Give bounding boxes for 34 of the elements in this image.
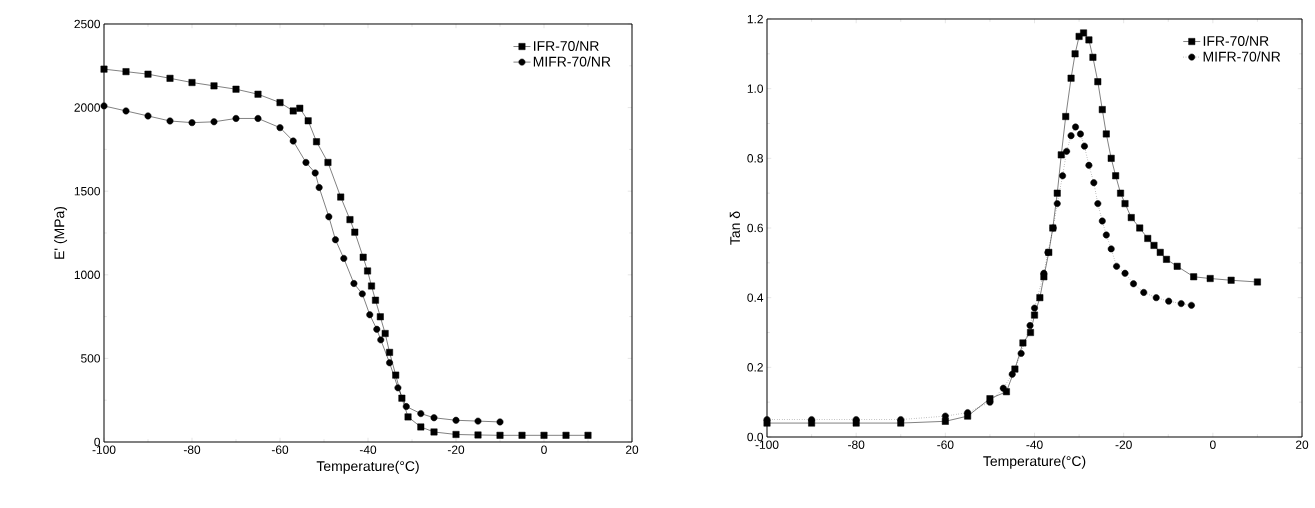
x-tick-label: -60 xyxy=(937,440,954,449)
y-tick-label: 0.4 xyxy=(747,293,764,302)
x-tick-label: 20 xyxy=(625,445,639,454)
legend-label: IFR-70/NR xyxy=(534,40,599,51)
x-tick-label: -20 xyxy=(1115,440,1132,449)
y-axis-title: E' (MPa) xyxy=(54,206,68,259)
legend-label: MIFR-70/NR xyxy=(533,56,611,67)
y-axis-title: Tan δ xyxy=(729,211,741,245)
x-axis-title: Temperature(°C) xyxy=(983,455,1086,469)
x-tick-label: -40 xyxy=(1026,440,1043,449)
x-tick-label: -100 xyxy=(755,440,779,449)
y-tick-label: 0.0 xyxy=(747,432,764,442)
x-tick-label: -60 xyxy=(271,445,289,454)
y-tick-label: 0.6 xyxy=(747,223,763,233)
y-tick-label: 1500 xyxy=(74,186,101,196)
x-tick-label: 0 xyxy=(541,445,547,454)
y-tick-label: 1.0 xyxy=(747,84,764,93)
x-axis-title: Temperature(°C) xyxy=(316,460,419,474)
x-tick-label: -100 xyxy=(92,445,116,454)
x-tick-label: -80 xyxy=(848,440,865,449)
y-tick-label: 0.2 xyxy=(747,363,763,372)
x-tick-label: 0 xyxy=(1209,440,1216,449)
y-tick-label: 2500 xyxy=(74,19,101,29)
legend-label: MIFR-70/NR xyxy=(1203,51,1281,62)
y-tick-label: 1000 xyxy=(74,270,101,280)
x-tick-label: -80 xyxy=(183,445,201,454)
x-tick-label: -40 xyxy=(359,445,377,454)
y-tick-label: 0.8 xyxy=(747,154,763,163)
y-tick-label: 500 xyxy=(81,354,101,363)
x-tick-label: 20 xyxy=(1295,440,1309,449)
y-tick-label: 1.2 xyxy=(747,14,763,24)
x-tick-label: -20 xyxy=(447,445,465,454)
y-tick-label: 2000 xyxy=(74,103,101,112)
legend-label: IFR-70/NR xyxy=(1203,35,1269,46)
